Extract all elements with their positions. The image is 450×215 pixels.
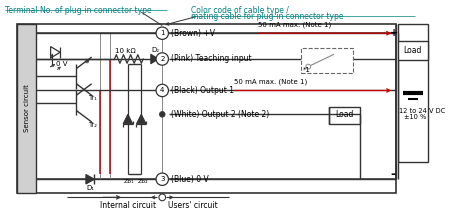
Text: (Blue) 0 V: (Blue) 0 V bbox=[171, 175, 209, 184]
Text: 12 to 24 V DC: 12 to 24 V DC bbox=[399, 108, 445, 114]
Bar bbox=[301, 48, 353, 73]
Text: 2: 2 bbox=[160, 56, 164, 62]
Circle shape bbox=[306, 64, 310, 69]
Bar bbox=[398, 41, 428, 60]
Text: +: + bbox=[391, 28, 399, 38]
Text: 50 mA max. (Note 1): 50 mA max. (Note 1) bbox=[258, 21, 331, 28]
Bar bbox=[329, 107, 360, 124]
Text: 50 mA max. (Note 1): 50 mA max. (Note 1) bbox=[234, 79, 307, 85]
Text: Terminal No. of plug-in connector type: Terminal No. of plug-in connector type bbox=[5, 6, 151, 15]
Polygon shape bbox=[136, 114, 146, 124]
Text: 1: 1 bbox=[160, 30, 165, 36]
Text: Users' circuit: Users' circuit bbox=[168, 201, 218, 209]
Text: ±10 %: ±10 % bbox=[404, 114, 426, 120]
Text: Internal circuit: Internal circuit bbox=[100, 201, 157, 209]
Polygon shape bbox=[151, 54, 158, 64]
Text: Sensor circuit: Sensor circuit bbox=[24, 84, 30, 132]
Polygon shape bbox=[86, 174, 94, 184]
Bar bbox=[17, 24, 36, 193]
Text: D₁: D₁ bbox=[87, 185, 95, 191]
Circle shape bbox=[156, 53, 168, 65]
Bar bbox=[17, 24, 396, 193]
Circle shape bbox=[156, 84, 168, 97]
Text: Tr₂: Tr₂ bbox=[88, 122, 97, 128]
Circle shape bbox=[156, 173, 168, 186]
Text: Tr₁: Tr₁ bbox=[88, 95, 97, 101]
Polygon shape bbox=[123, 114, 133, 124]
Text: 10 kΩ: 10 kΩ bbox=[116, 48, 136, 54]
Text: (Brown) +V: (Brown) +V bbox=[171, 29, 215, 38]
Text: mating cable for plug-in connector type: mating cable for plug-in connector type bbox=[191, 12, 343, 20]
Bar bbox=[398, 24, 428, 162]
Circle shape bbox=[156, 27, 168, 39]
Text: 4: 4 bbox=[160, 88, 164, 94]
Text: D₂: D₂ bbox=[152, 47, 160, 53]
Text: Load: Load bbox=[404, 46, 422, 55]
Text: 3: 3 bbox=[160, 176, 165, 182]
Polygon shape bbox=[50, 47, 60, 58]
Text: Zᴅ₂: Zᴅ₂ bbox=[137, 179, 148, 184]
Text: Color code of cable type /: Color code of cable type / bbox=[191, 6, 289, 15]
Text: (Black) Output 1: (Black) Output 1 bbox=[171, 86, 234, 95]
Text: *1: *1 bbox=[302, 68, 310, 74]
Text: Load: Load bbox=[335, 110, 354, 119]
Circle shape bbox=[159, 194, 166, 201]
Text: 0 V: 0 V bbox=[56, 61, 68, 67]
Text: Zᴅ₁: Zᴅ₁ bbox=[124, 179, 135, 184]
Text: (Pink) Teaching input: (Pink) Teaching input bbox=[171, 54, 252, 63]
Text: (White) Output 2 (Note 2): (White) Output 2 (Note 2) bbox=[171, 110, 269, 119]
Text: -: - bbox=[391, 168, 396, 181]
Circle shape bbox=[159, 111, 165, 117]
